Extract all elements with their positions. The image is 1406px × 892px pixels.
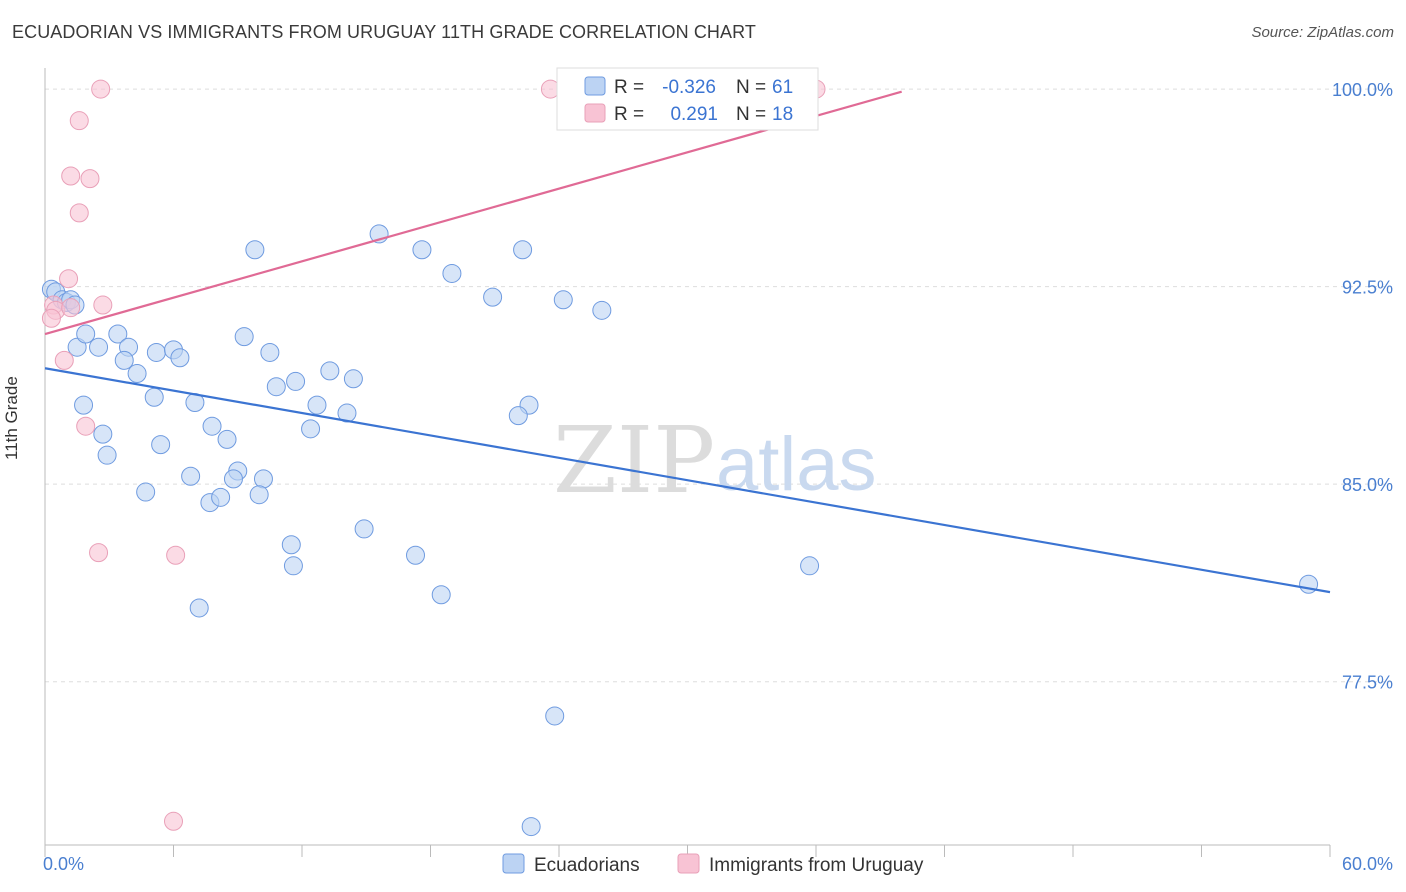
ecuadorian-point	[553, 290, 573, 310]
ecuadorian-point	[442, 263, 462, 283]
uruguay-point	[61, 298, 81, 318]
ecuadorian-point	[281, 535, 301, 555]
ecuadorian-point	[151, 435, 171, 455]
ecuadorian-point	[343, 369, 363, 389]
x-tick-label: 60.0%	[1342, 854, 1393, 874]
ecuadorian-point	[108, 324, 128, 344]
x-tick-label: 0.0%	[43, 854, 84, 874]
ecuadorian-point	[513, 240, 533, 260]
ecuadorian-point	[211, 487, 231, 507]
ecuadorian-point	[320, 361, 340, 381]
stats-r-label-ecuadorians: R =	[614, 77, 644, 98]
y-tick-label: 100.0%	[1332, 80, 1393, 100]
uruguay-point	[91, 79, 111, 99]
ecuadorian-point	[521, 817, 541, 837]
stats-r-label-uruguay: R =	[614, 104, 644, 125]
y-tick-label: 92.5%	[1342, 278, 1393, 298]
ecuadorian-point	[127, 364, 147, 384]
uruguay-point	[69, 111, 89, 131]
ecuadorian-point	[136, 482, 156, 502]
ecuadorian-point	[217, 429, 237, 449]
ecuadorian-point	[114, 350, 134, 370]
uruguay-point	[93, 295, 113, 315]
trend-line-ecuadorians	[44, 367, 1331, 594]
stats-n-value-uruguay: 18	[772, 104, 793, 125]
uruguay-point	[69, 203, 89, 223]
legend-label-uruguay: Immigrants from Uruguay	[709, 855, 924, 876]
uruguay-point	[59, 269, 79, 289]
ecuadorian-point	[223, 469, 243, 489]
ecuadorian-point	[431, 585, 451, 605]
ecuadorian-point	[89, 337, 109, 357]
uruguay-point	[80, 169, 100, 189]
ecuadorian-point	[301, 419, 321, 439]
ecuadorian-point	[508, 406, 528, 426]
ecuadorian-point	[545, 706, 565, 726]
stats-box: R = -0.326 N = 61 R = 0.291 N = 18	[556, 67, 819, 131]
ecuadorian-point	[253, 469, 273, 489]
ecuadorian-point	[202, 416, 222, 436]
trend-lines	[44, 90, 1331, 594]
ecuadorian-point	[144, 387, 164, 407]
uruguay-point	[54, 350, 74, 370]
source-label: Source: ZipAtlas.com	[1251, 24, 1394, 41]
ecuadorian-point	[146, 342, 166, 362]
ecuadorian-point	[170, 348, 190, 368]
stats-n-value-ecuadorians: 61	[772, 77, 793, 98]
stats-r-value-ecuadorians: -0.326	[662, 77, 716, 98]
ecuadorian-point	[181, 466, 201, 486]
ecuadorian-point	[483, 287, 503, 307]
x-tick-labels: 0.0% 60.0%	[43, 854, 1393, 874]
ecuadorian-point	[93, 424, 113, 444]
ecuadorian-point	[97, 445, 117, 465]
legend-swatch-ecuadorians	[502, 853, 525, 874]
ecuadorian-point	[283, 556, 303, 576]
y-tick-label: 77.5%	[1342, 673, 1393, 693]
stats-n-label-uruguay: N =	[736, 104, 766, 125]
ecuadorian-point	[337, 403, 357, 423]
trend-line-uruguay	[44, 90, 902, 336]
ecuadorian-point	[307, 395, 327, 415]
uruguay-point	[61, 166, 81, 186]
axes	[44, 68, 1331, 857]
ecuadorian-point	[266, 377, 286, 397]
ecuadorian-point	[189, 598, 209, 618]
chart-title: ECUADORIAN VS IMMIGRANTS FROM URUGUAY 11…	[12, 22, 757, 42]
y-tick-labels: 100.0% 92.5% 85.0% 77.5%	[1332, 80, 1393, 693]
uruguay-point	[76, 416, 96, 436]
legend-swatch-uruguay	[677, 853, 700, 874]
stats-n-label-ecuadorians: N =	[736, 77, 766, 98]
ecuadorian-point	[286, 371, 306, 391]
stats-r-value-uruguay: 0.291	[670, 104, 718, 125]
ecuadorian-point	[354, 519, 374, 539]
uruguay-point	[164, 811, 183, 831]
ecuadorian-point	[249, 485, 269, 505]
y-tick-label: 85.0%	[1342, 475, 1393, 495]
ecuadorian-point	[592, 300, 612, 320]
gridlines	[45, 88, 1392, 683]
ecuadorian-point	[74, 395, 94, 415]
data-points	[41, 79, 1319, 837]
ecuadorian-point	[260, 342, 280, 362]
ecuadorian-point	[234, 327, 254, 347]
uruguay-point	[89, 543, 109, 563]
legend: Ecuadorians Immigrants from Uruguay	[502, 853, 924, 876]
ecuadorian-point	[800, 556, 820, 576]
uruguay-point	[41, 308, 61, 328]
stats-swatch-uruguay	[584, 103, 606, 123]
legend-label-ecuadorians: Ecuadorians	[534, 855, 640, 876]
stats-swatch-ecuadorians	[584, 76, 606, 96]
ecuadorian-point	[245, 240, 265, 260]
ecuadorian-point	[76, 324, 96, 344]
ecuadorian-point	[406, 545, 426, 565]
ecuadorian-point	[67, 337, 87, 357]
watermark-atlas: atlas	[716, 422, 877, 507]
watermark: ZIP atlas	[553, 407, 877, 514]
ecuadorian-point	[412, 240, 432, 260]
uruguay-point	[166, 545, 186, 565]
